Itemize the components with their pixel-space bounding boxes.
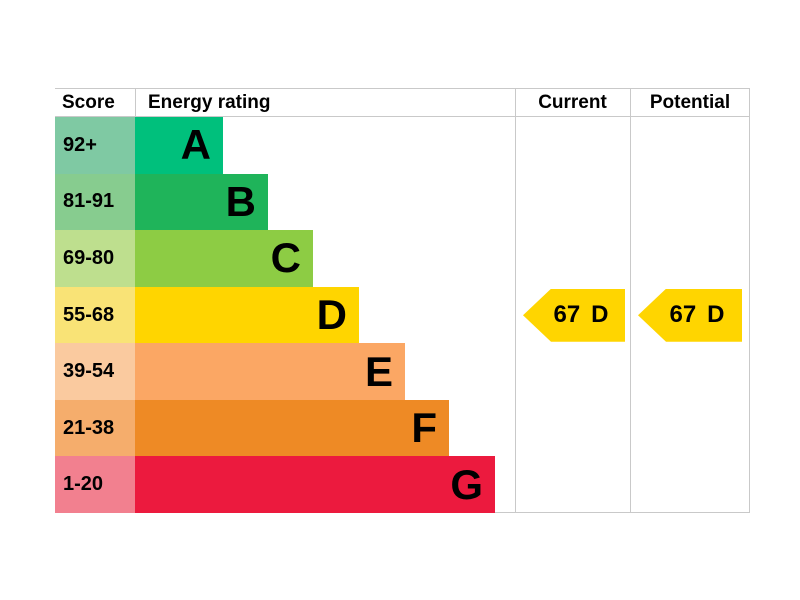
- energy-bands: 92+ A 81-91 B 69-80 C 55-68 D 39-54 E 21-38 F 1-20 G: [55, 117, 515, 514]
- divider-score-energy: [135, 88, 136, 117]
- energy-band-bar-f: F: [135, 399, 449, 457]
- energy-band-row-g: 1-20 G: [55, 456, 515, 514]
- current-rating-band: D: [591, 301, 609, 329]
- current-rating-value: 67: [553, 301, 581, 329]
- epc-rating-table: Score Energy rating Current Potential 92…: [55, 88, 750, 514]
- energy-band-bar-a: A: [135, 117, 223, 174]
- score-range-label-b: 81-91: [55, 173, 135, 231]
- score-range-label-g: 1-20: [55, 456, 135, 514]
- energy-band-row-f: 21-38 F: [55, 399, 515, 457]
- header-current: Current: [538, 91, 607, 113]
- header-underline: [55, 116, 750, 117]
- table-right-border: [749, 88, 750, 513]
- divider-current-potential: [630, 88, 631, 513]
- energy-band-bar-g: G: [135, 456, 495, 514]
- divider-energy-current: [515, 88, 516, 513]
- potential-rating-value: 67: [669, 301, 697, 329]
- header-potential: Potential: [649, 91, 731, 113]
- header-energy-rating: Energy rating: [148, 91, 271, 113]
- energy-band-row-e: 39-54 E: [55, 343, 515, 400]
- energy-band-bar-b: B: [135, 173, 268, 231]
- table-top-border: [55, 88, 750, 89]
- energy-band-bar-e: E: [135, 343, 405, 400]
- score-range-label-e: 39-54: [55, 343, 135, 400]
- potential-rating-band: D: [707, 301, 725, 329]
- score-range-label-a: 92+: [55, 117, 135, 174]
- score-range-label-c: 69-80: [55, 230, 135, 287]
- energy-band-row-a: 92+ A: [55, 117, 515, 174]
- score-range-label-f: 21-38: [55, 399, 135, 457]
- energy-band-bar-c: C: [135, 230, 313, 287]
- energy-band-bar-d: D: [135, 286, 359, 344]
- header-score: Score: [62, 91, 115, 113]
- energy-band-row-d: 55-68 D: [55, 286, 515, 344]
- potential-rating-arrow: 67 D: [638, 288, 742, 342]
- energy-band-row-b: 81-91 B: [55, 173, 515, 231]
- energy-band-row-c: 69-80 C: [55, 230, 515, 287]
- score-range-label-d: 55-68: [55, 286, 135, 344]
- current-rating-arrow: 67 D: [523, 288, 625, 342]
